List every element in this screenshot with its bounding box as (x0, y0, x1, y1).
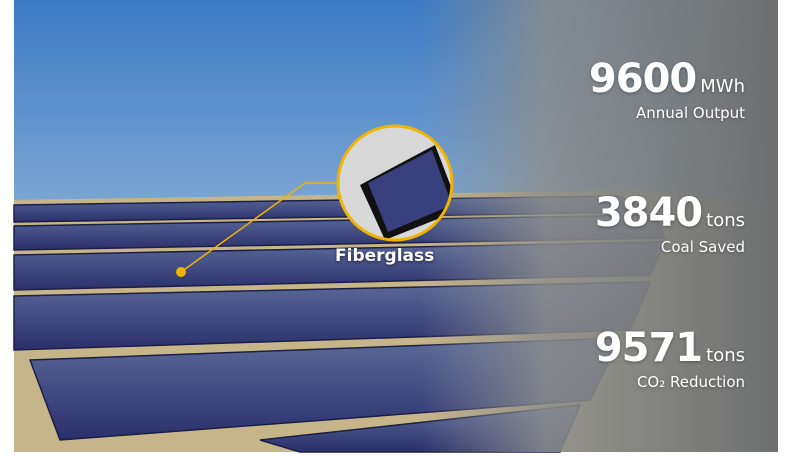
callout-line (180, 182, 306, 273)
stat: 3840 tons Coal Saved (595, 190, 745, 256)
callout-label: Fiberglass (335, 246, 435, 266)
stat-unit: MWh (700, 76, 745, 97)
zoom-ring (336, 124, 454, 242)
stat-unit: tons (706, 210, 745, 231)
stat-label: Annual Output (635, 104, 745, 122)
stat-label: CO₂ Reduction (636, 373, 745, 391)
stat-label: Coal Saved (660, 238, 745, 256)
stat-unit: tons (706, 345, 745, 366)
stat-value: 3840 (594, 190, 703, 236)
side-shade (420, 0, 778, 452)
stat: 9571 tons CO₂ Reduction (595, 325, 745, 391)
zoom-image (339, 127, 451, 239)
callout-dot (176, 267, 186, 277)
stat-value: 9571 (594, 325, 703, 371)
stat-value: 9600 (588, 56, 697, 102)
stat: 9600 MWh Annual Output (589, 56, 745, 122)
